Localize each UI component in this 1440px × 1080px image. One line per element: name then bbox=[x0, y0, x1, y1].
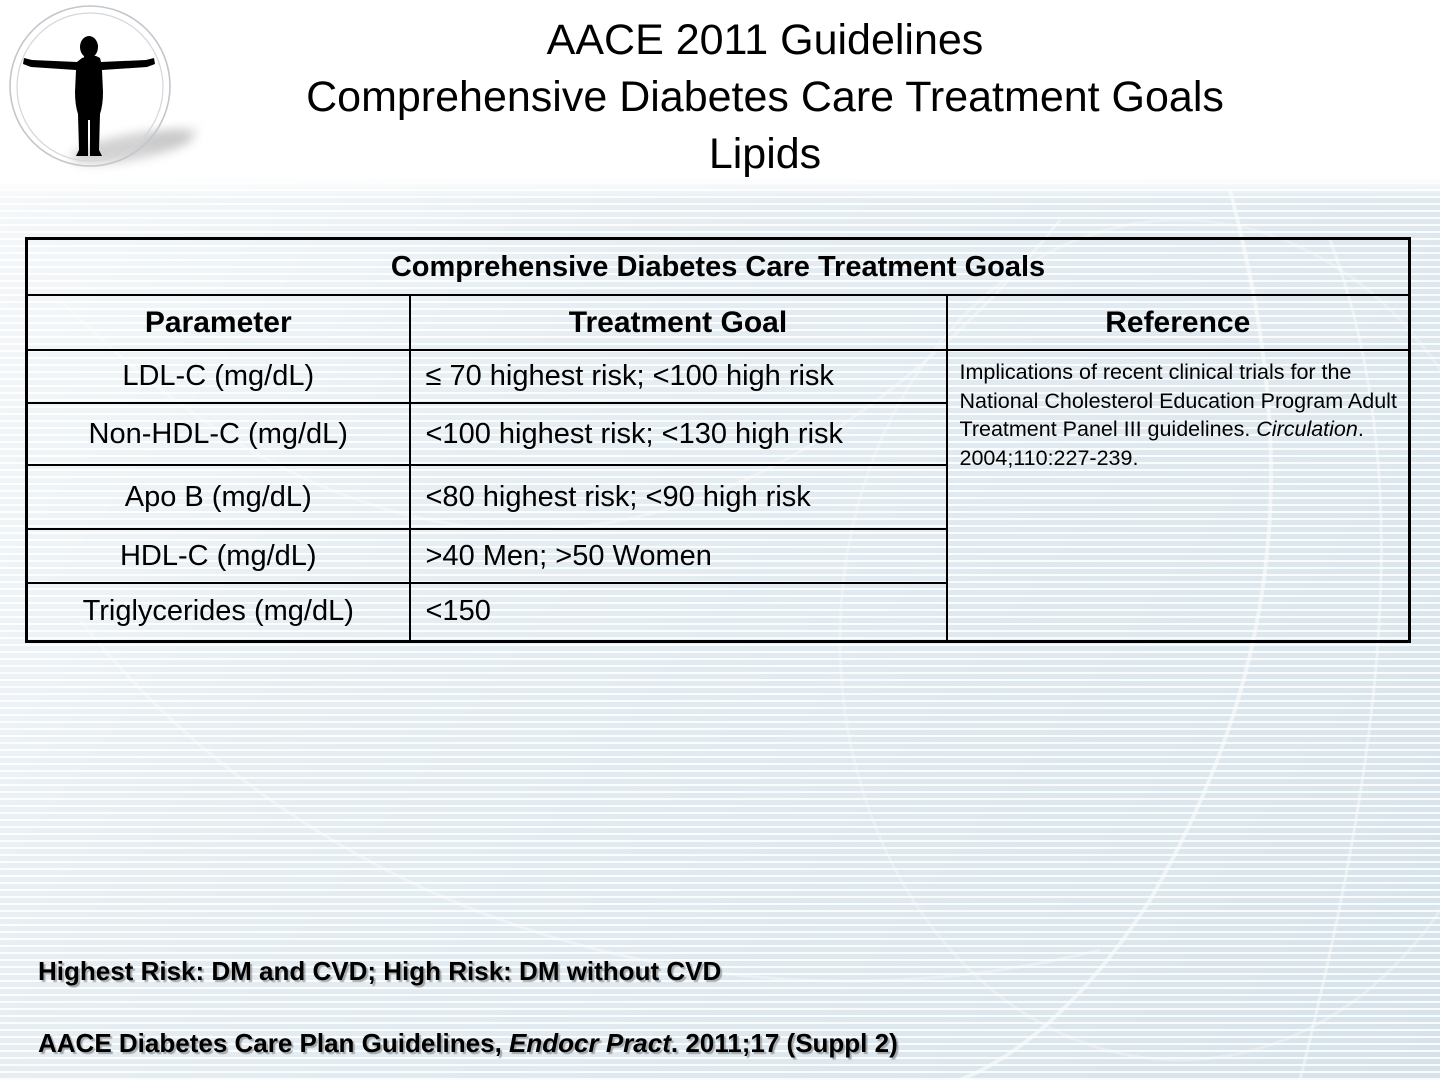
goal-cell: ≤ 70 highest risk; <100 high risk bbox=[408, 349, 948, 404]
slide-title: AACE 2011 Guidelines Comprehensive Diabe… bbox=[190, 12, 1340, 183]
risk-definition-note: Highest Risk: DM and CVD; High Risk: DM … bbox=[38, 956, 722, 986]
column-header-parameter: Parameter bbox=[25, 294, 411, 351]
table-row: LDL-C (mg/dL) ≤ 70 highest risk; <100 hi… bbox=[25, 349, 1411, 642]
citation-note: AACE Diabetes Care Plan Guidelines, Endo… bbox=[38, 1028, 898, 1058]
goal-cell: <100 highest risk; <130 high risk bbox=[408, 402, 948, 466]
table-row: Triglycerides (mg/dL) <150 bbox=[25, 582, 1410, 642]
slide-title-line-1: AACE 2011 Guidelines bbox=[546, 16, 984, 64]
goal-cell: <150 bbox=[408, 582, 948, 642]
goal-cell: <80 highest risk; <90 high risk bbox=[408, 464, 948, 530]
slide-title-line-3: Lipids bbox=[708, 130, 822, 178]
title-band: AACE 2011 Guidelines Comprehensive Diabe… bbox=[0, 0, 1440, 200]
parameter-cell: Non-HDL-C (mg/dL) bbox=[25, 402, 411, 466]
column-header-treatment-goal: Treatment Goal bbox=[408, 294, 948, 351]
parameter-cell: Apo B (mg/dL) bbox=[25, 464, 411, 530]
parameter-cell: LDL-C (mg/dL) bbox=[25, 349, 411, 404]
table-row: Non-HDL-C (mg/dL) <100 highest risk; <13… bbox=[25, 402, 1410, 466]
table-title: Comprehensive Diabetes Care Treatment Go… bbox=[25, 237, 1411, 296]
table-row: Apo B (mg/dL) <80 highest risk; <90 high… bbox=[25, 464, 1410, 530]
slide-title-line-2: Comprehensive Diabetes Care Treatment Go… bbox=[306, 73, 1224, 121]
goal-cell: >40 Men; >50 Women bbox=[408, 528, 948, 584]
parameter-cell: Triglycerides (mg/dL) bbox=[25, 582, 411, 642]
table-row: HDL-C (mg/dL) >40 Men; >50 Women bbox=[25, 528, 1410, 584]
treatment-goals-table: Comprehensive Diabetes Care Treatment Go… bbox=[25, 237, 1412, 643]
vitruvian-man-logo-icon bbox=[9, 5, 200, 167]
parameter-cell: HDL-C (mg/dL) bbox=[25, 528, 411, 584]
reference-cell: Implications of recent clinical trials f… bbox=[945, 349, 1411, 642]
column-header-reference: Reference bbox=[945, 294, 1411, 351]
